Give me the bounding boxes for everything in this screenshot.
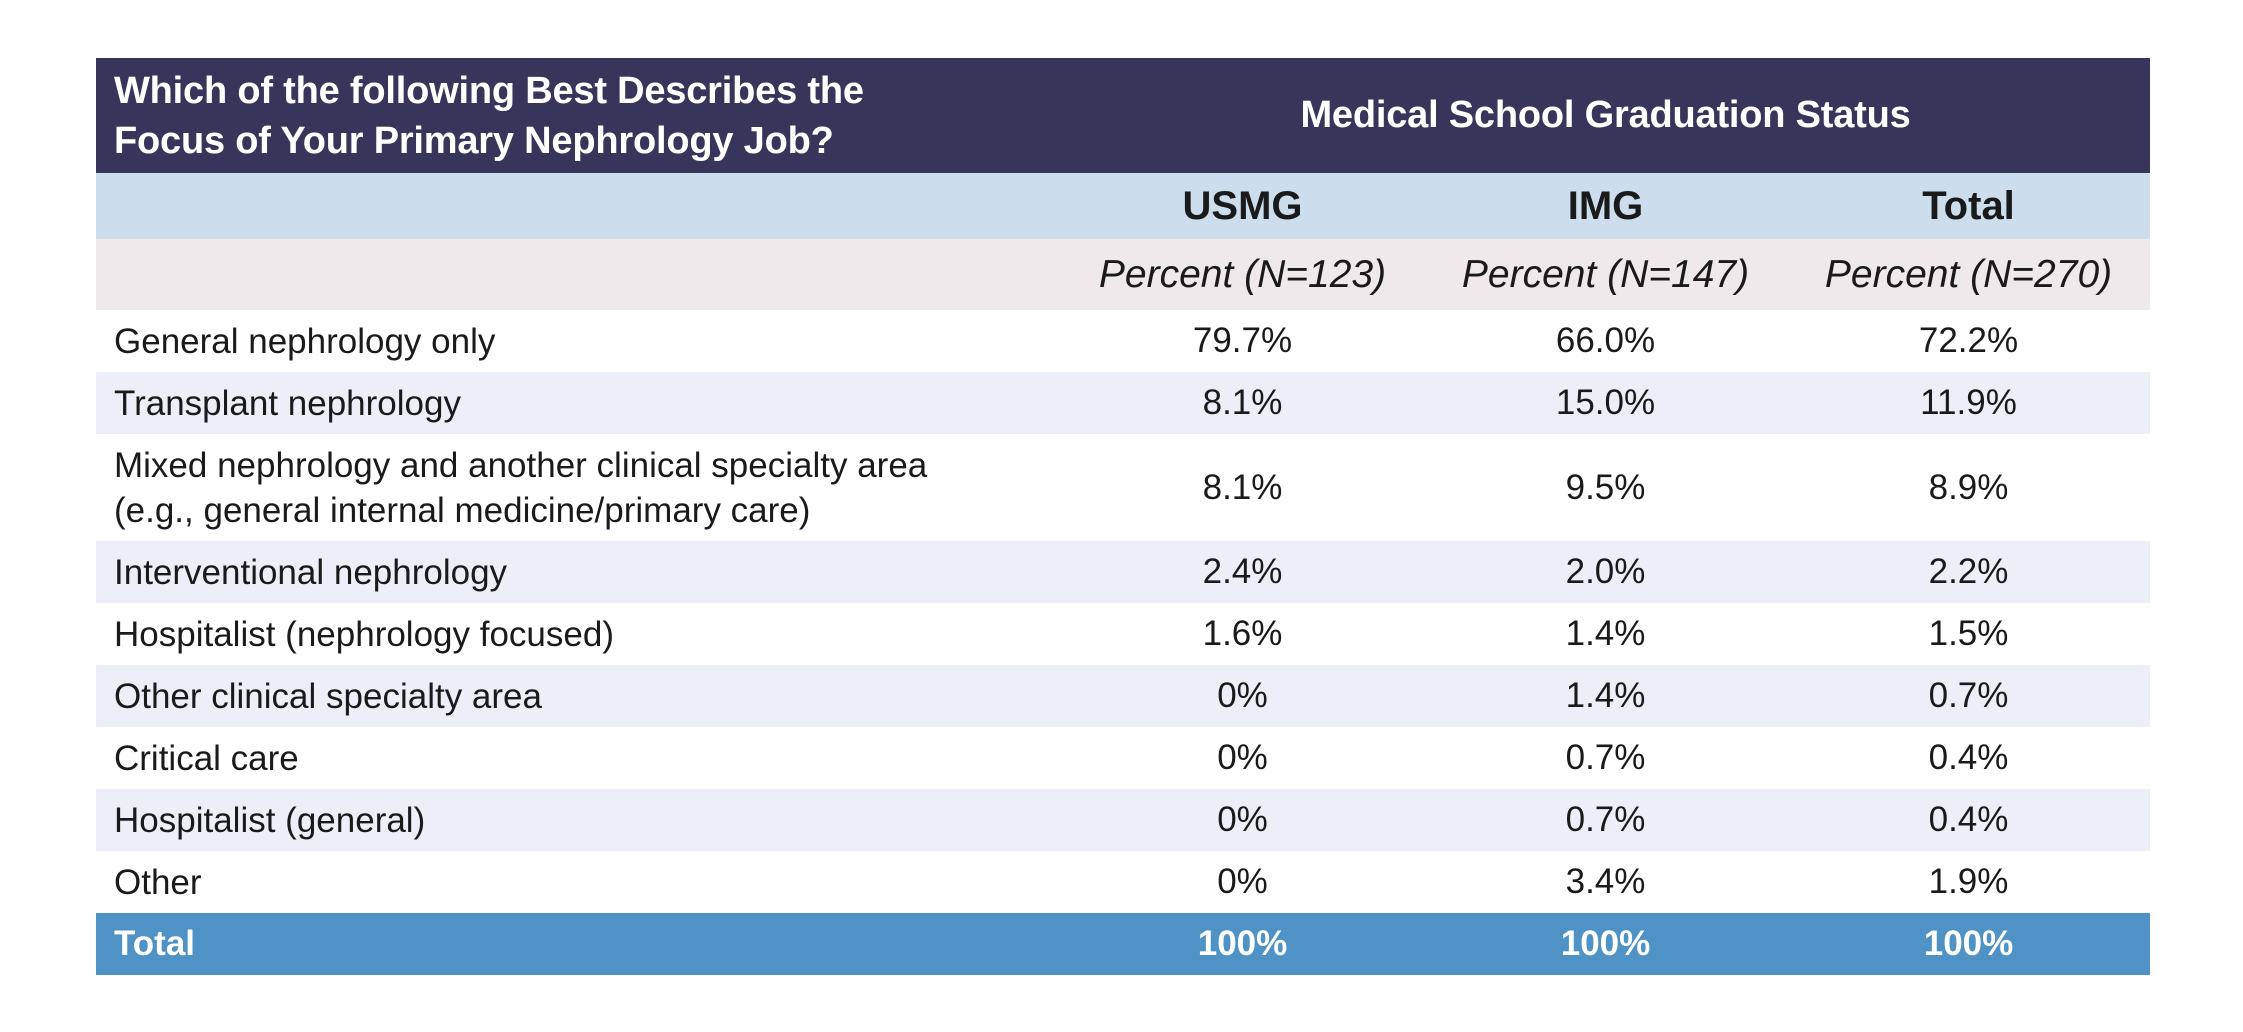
cell-total: 0.7%	[1787, 665, 2151, 727]
row-label: Other clinical specialty area	[96, 665, 1061, 727]
column-header-img: IMG	[1424, 173, 1787, 239]
question-header: Which of the following Best Describes th…	[96, 58, 1061, 173]
table-row: Critical care 0% 0.7% 0.4%	[96, 727, 2151, 789]
column-header-total: Total	[1787, 173, 2151, 239]
question-line-1: Which of the following Best Describes th…	[114, 69, 864, 112]
cell-total: 11.9%	[1787, 372, 2151, 434]
total-img: 100%	[1424, 913, 1787, 975]
row-label: Other	[96, 851, 1061, 913]
cell-img: 9.5%	[1424, 434, 1787, 541]
column-header-usmg: USMG	[1061, 173, 1424, 239]
row-label: Hospitalist (general)	[96, 789, 1061, 851]
cell-total: 8.9%	[1787, 434, 2151, 541]
table-header-row: Which of the following Best Describes th…	[96, 58, 2151, 173]
cell-img: 3.4%	[1424, 851, 1787, 913]
column-header-blank	[96, 173, 1061, 239]
cell-total: 1.9%	[1787, 851, 2151, 913]
subheader-img: Percent (N=147)	[1424, 239, 1787, 310]
table-row: General nephrology only 79.7% 66.0% 72.2…	[96, 310, 2151, 372]
cell-usmg: 8.1%	[1061, 372, 1424, 434]
cell-img: 15.0%	[1424, 372, 1787, 434]
column-header-row: USMG IMG Total	[96, 173, 2151, 239]
cell-img: 2.0%	[1424, 541, 1787, 603]
question-line-2: Focus of Your Primary Nephrology Job?	[114, 119, 834, 162]
cell-total: 72.2%	[1787, 310, 2151, 372]
cell-usmg: 79.7%	[1061, 310, 1424, 372]
results-table-container: Which of the following Best Describes th…	[96, 58, 2151, 975]
cell-img: 1.4%	[1424, 665, 1787, 727]
cell-usmg: 2.4%	[1061, 541, 1424, 603]
table-row: Mixed nephrology and another clinical sp…	[96, 434, 2151, 541]
cell-total: 0.4%	[1787, 727, 2151, 789]
row-label: General nephrology only	[96, 310, 1061, 372]
cell-img: 0.7%	[1424, 789, 1787, 851]
subheader-blank	[96, 239, 1061, 310]
total-row: Total 100% 100% 100%	[96, 913, 2151, 975]
total-total: 100%	[1787, 913, 2151, 975]
table-row: Interventional nephrology 2.4% 2.0% 2.2%	[96, 541, 2151, 603]
table-row: Other 0% 3.4% 1.9%	[96, 851, 2151, 913]
row-label: Mixed nephrology and another clinical sp…	[96, 434, 1061, 541]
cell-usmg: 0%	[1061, 727, 1424, 789]
cell-img: 1.4%	[1424, 603, 1787, 665]
total-label: Total	[96, 913, 1061, 975]
subheader-usmg: Percent (N=123)	[1061, 239, 1424, 310]
cell-total: 1.5%	[1787, 603, 2151, 665]
cell-total: 2.2%	[1787, 541, 2151, 603]
row-label: Hospitalist (nephrology focused)	[96, 603, 1061, 665]
row-label: Transplant nephrology	[96, 372, 1061, 434]
cell-usmg: 0%	[1061, 665, 1424, 727]
table-row: Hospitalist (nephrology focused) 1.6% 1.…	[96, 603, 2151, 665]
cell-img: 0.7%	[1424, 727, 1787, 789]
row-label: Interventional nephrology	[96, 541, 1061, 603]
cell-usmg: 0%	[1061, 851, 1424, 913]
cell-total: 0.4%	[1787, 789, 2151, 851]
cell-usmg: 1.6%	[1061, 603, 1424, 665]
table-row: Hospitalist (general) 0% 0.7% 0.4%	[96, 789, 2151, 851]
row-label-line-2: (e.g., general internal medicine/primary…	[114, 490, 811, 530]
graduation-status-header: Medical School Graduation Status	[1061, 58, 2151, 173]
subheader-row: Percent (N=123) Percent (N=147) Percent …	[96, 239, 2151, 310]
results-table: Which of the following Best Describes th…	[96, 58, 2151, 975]
table-row: Transplant nephrology 8.1% 15.0% 11.9%	[96, 372, 2151, 434]
total-usmg: 100%	[1061, 913, 1424, 975]
table-row: Other clinical specialty area 0% 1.4% 0.…	[96, 665, 2151, 727]
cell-img: 66.0%	[1424, 310, 1787, 372]
cell-usmg: 8.1%	[1061, 434, 1424, 541]
cell-usmg: 0%	[1061, 789, 1424, 851]
subheader-total: Percent (N=270)	[1787, 239, 2151, 310]
row-label: Critical care	[96, 727, 1061, 789]
row-label-line-1: Mixed nephrology and another clinical sp…	[114, 445, 928, 485]
